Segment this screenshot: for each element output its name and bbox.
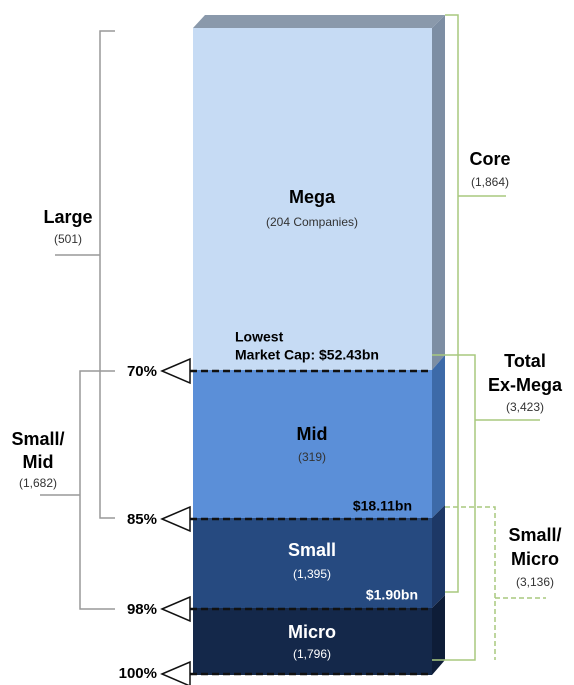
group-count: (3,136) [516, 575, 554, 589]
segment-count: (319) [298, 450, 326, 464]
group-label: Mid [23, 452, 54, 472]
percentile-label: 98% [127, 601, 157, 618]
segment-small [193, 518, 432, 608]
group-count: (1,864) [471, 175, 509, 189]
group-count: (501) [54, 232, 82, 246]
group-label: Large [43, 207, 92, 227]
segment-count: (204 Companies) [266, 215, 358, 229]
segment-mid [193, 370, 432, 518]
left-brackets [40, 30, 115, 610]
group-label: Micro [511, 549, 559, 569]
group-label: Ex-Mega [488, 375, 563, 395]
threshold-caption: Lowest [235, 329, 284, 345]
threshold-lines [190, 369, 432, 676]
group-label: Core [469, 149, 510, 169]
pointer-triangles [160, 357, 191, 685]
side-micro [432, 595, 445, 675]
percentile-label: 85% [127, 511, 157, 528]
segment-count: (1,796) [293, 647, 331, 661]
threshold-value: Market Cap: $52.43bn [235, 347, 379, 363]
segment-label: Mega [289, 187, 336, 207]
group-count: (1,682) [19, 476, 57, 490]
column-top [193, 15, 445, 28]
group-label: Small/ [11, 429, 64, 449]
percentile-label: 100% [119, 665, 157, 682]
threshold-value: $18.11bn [353, 498, 412, 514]
segment-label: Mid [297, 424, 328, 444]
threshold-value: $1.90bn [366, 587, 418, 603]
side-small [432, 505, 445, 608]
segment-label: Small [288, 540, 336, 560]
segment-mega [193, 28, 432, 370]
percentile-label: 70% [127, 363, 157, 380]
group-count: (3,423) [506, 400, 544, 414]
group-label: Total [504, 351, 546, 371]
segment-micro [193, 608, 432, 675]
segment-count: (1,395) [293, 567, 331, 581]
side-mega [432, 15, 445, 370]
group-label: Small/ [508, 525, 561, 545]
right-brackets [432, 14, 546, 661]
segment-label: Micro [288, 622, 336, 642]
side-mid [432, 355, 445, 518]
